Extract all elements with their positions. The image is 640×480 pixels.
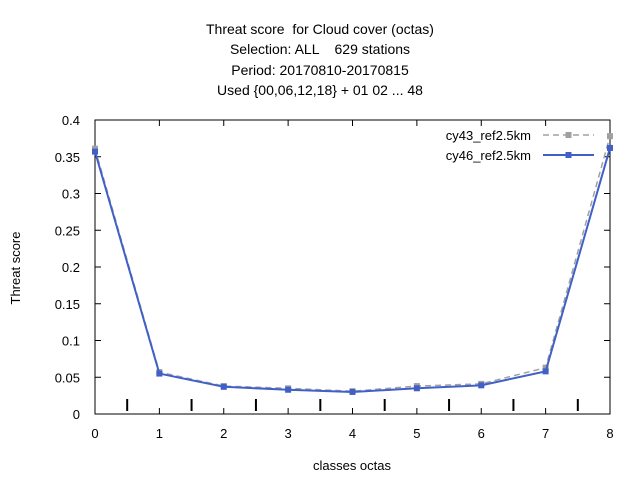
chart-title-line-3: Period: 20170810-20170815 <box>231 62 409 78</box>
data-point <box>607 133 613 140</box>
x-tick-label: 4 <box>349 426 356 441</box>
y-tick-label: 0.2 <box>62 260 80 275</box>
x-axis-label: classes octas <box>313 458 392 473</box>
data-point <box>478 382 485 389</box>
series-line-1 <box>94 147 611 393</box>
x-tick-label: 5 <box>413 426 420 441</box>
y-tick-label: 0.35 <box>55 150 80 165</box>
legend-marker <box>565 132 572 138</box>
y-tick-label: 0.3 <box>62 187 80 202</box>
data-point <box>542 368 549 375</box>
y-tick-label: 0.4 <box>62 113 80 128</box>
data-point <box>220 383 227 390</box>
x-tick-label: 0 <box>91 426 98 441</box>
y-tick-label: 0.25 <box>55 223 80 238</box>
chart-title-line-1: Threat score for Cloud cover (octas) <box>206 21 434 37</box>
chart-title-line-2: Selection: ALL 629 stations <box>229 41 411 57</box>
y-tick-label: 0.15 <box>55 297 80 312</box>
x-tick-label: 6 <box>478 426 485 441</box>
data-point <box>542 364 549 371</box>
x-tick-label: 7 <box>542 426 549 441</box>
y-tick-label: 0.05 <box>55 370 80 385</box>
x-tick-label: 1 <box>156 426 163 441</box>
data-point <box>607 144 613 151</box>
x-tick-label: 3 <box>285 426 292 441</box>
y-axis-label: Threat score <box>8 232 23 305</box>
plot-frame <box>94 119 611 415</box>
x-tick-label: 8 <box>606 426 613 441</box>
y-tick-label: 0 <box>73 407 80 422</box>
data-point <box>156 370 163 377</box>
data-point <box>285 386 292 393</box>
legend-label: cy46_ref2.5km <box>446 148 531 163</box>
series-line-0 <box>94 135 611 392</box>
data-point <box>92 148 98 155</box>
chart-title-line-4: Used {00,06,12,18} + 01 02 ... 48 <box>217 82 423 98</box>
x-tick-label: 2 <box>220 426 227 441</box>
legend-marker <box>565 152 572 158</box>
data-point <box>413 385 420 392</box>
y-tick-label: 0.1 <box>62 334 80 349</box>
legend-label: cy43_ref2.5km <box>446 128 531 143</box>
data-point <box>349 388 356 395</box>
